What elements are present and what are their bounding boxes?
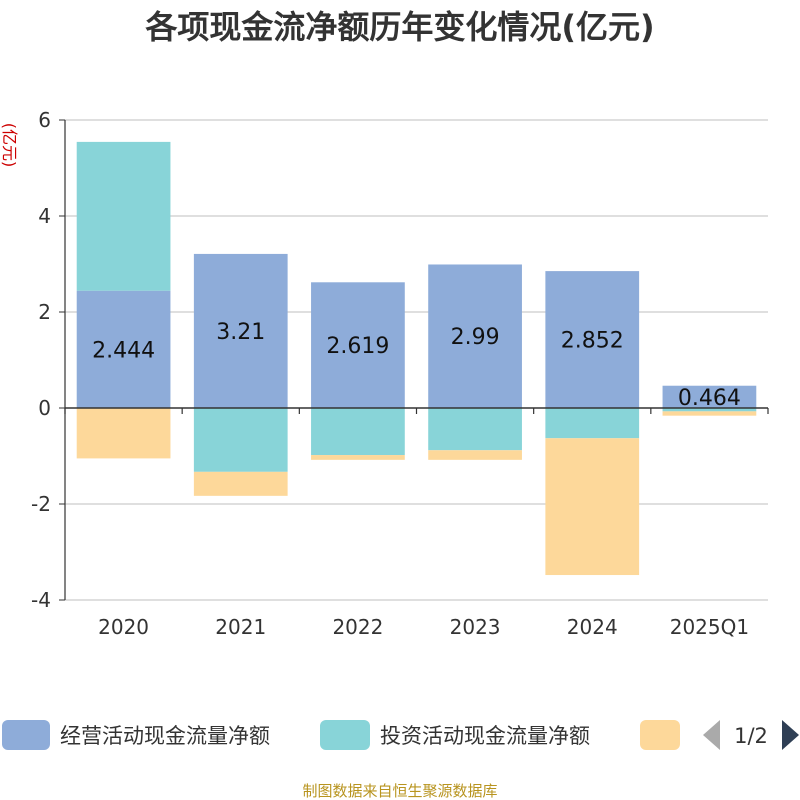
bar-2020-series-2 xyxy=(76,408,171,459)
bar-2021-series-0 xyxy=(193,253,288,408)
legend: 经营活动现金流量净额 投资活动现金流量净额 1/2 xyxy=(2,720,799,750)
legend-label-0[interactable]: 经营活动现金流量净额 xyxy=(60,724,270,748)
bar-2022-series-0 xyxy=(311,282,405,408)
legend-swatch-0[interactable] xyxy=(2,720,50,750)
bar-2021-series-2 xyxy=(193,471,288,496)
y-tick-label: -4 xyxy=(31,588,51,612)
bar-2020-series-1 xyxy=(76,141,171,291)
data-label-2020: 2.444 xyxy=(92,338,155,363)
bar-2025Q1-series-2 xyxy=(662,411,757,416)
legend-swatch-2[interactable] xyxy=(640,720,680,750)
y-tick-label: 4 xyxy=(38,204,51,228)
data-labels: 2.444 3.21 2.619 2.99 2.852 0.464 xyxy=(92,320,741,411)
bar-2022-series-2 xyxy=(311,455,405,460)
data-label-2022: 2.619 xyxy=(326,334,389,359)
bar-2022-series-1 xyxy=(311,408,405,456)
x-tick-label-2023: 2023 xyxy=(450,615,501,639)
data-label-2021: 3.21 xyxy=(216,320,265,345)
axes: 6 4 2 0 -2 -4 2020 2021 2022 2023 2024 2025Q1 xyxy=(31,108,769,639)
bar-2023-series-1 xyxy=(428,408,522,451)
legend-next-icon[interactable] xyxy=(782,720,799,750)
x-tick-label-2020: 2020 xyxy=(98,615,149,639)
bar-2020-series-0 xyxy=(76,290,171,408)
x-tick-label-2025Q1: 2025Q1 xyxy=(670,615,749,639)
chart-title: 各项现金流净额历年变化情况(亿元) xyxy=(145,8,654,46)
y-tick-label: 2 xyxy=(38,300,51,324)
y-axis-unit: (亿元) xyxy=(0,123,19,168)
bar-2024-series-2 xyxy=(545,438,640,576)
legend-page-indicator: 1/2 xyxy=(734,724,768,748)
y-tick-label: -2 xyxy=(31,492,51,516)
x-tick-label-2022: 2022 xyxy=(332,615,383,639)
grid-lines xyxy=(65,119,768,601)
data-label-2023: 2.99 xyxy=(451,325,500,350)
y-tick-label: 0 xyxy=(38,396,51,420)
bar-2025Q1-series-1 xyxy=(662,408,757,412)
data-label-2024: 2.852 xyxy=(561,329,624,354)
bar-2024-series-0 xyxy=(545,271,640,408)
data-label-2025Q1: 0.464 xyxy=(678,386,741,411)
y-tick-label: 6 xyxy=(38,108,51,132)
legend-prev-icon[interactable] xyxy=(703,720,720,750)
x-tick-label-2021: 2021 xyxy=(215,615,266,639)
bar-2025Q1-series-0 xyxy=(662,385,757,408)
source-note: 制图数据来自恒生聚源数据库 xyxy=(302,782,497,800)
bar-2023-series-2 xyxy=(428,450,522,460)
legend-swatch-1[interactable] xyxy=(320,720,370,750)
bars xyxy=(76,141,757,576)
legend-label-1[interactable]: 投资活动现金流量净额 xyxy=(380,724,590,748)
bar-2024-series-1 xyxy=(545,408,640,439)
x-tick-label-2024: 2024 xyxy=(567,615,618,639)
bar-2021-series-1 xyxy=(193,408,288,472)
bar-2023-series-0 xyxy=(428,264,522,408)
